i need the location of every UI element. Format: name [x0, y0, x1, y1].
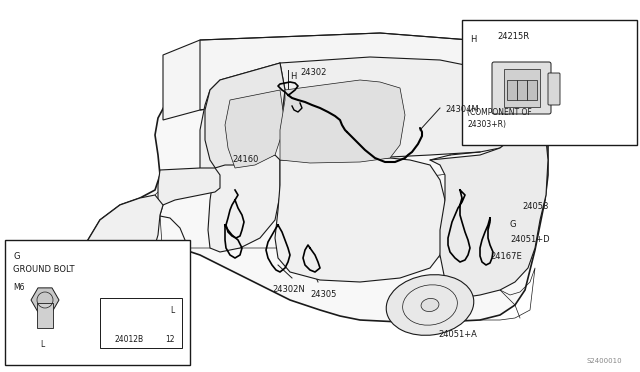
Polygon shape [200, 57, 510, 178]
FancyBboxPatch shape [548, 73, 560, 105]
Ellipse shape [100, 244, 189, 307]
Text: 24058: 24058 [522, 202, 548, 211]
Text: 24302: 24302 [300, 68, 326, 77]
Polygon shape [205, 63, 285, 175]
Polygon shape [275, 158, 445, 282]
Polygon shape [163, 33, 480, 120]
Bar [507, 80, 517, 100]
Bar [462, 20, 637, 145]
Text: 24051+A: 24051+A [438, 330, 477, 339]
Bar [37, 303, 53, 328]
Ellipse shape [386, 275, 474, 335]
Polygon shape [208, 155, 280, 252]
Polygon shape [83, 57, 548, 322]
Polygon shape [158, 168, 220, 215]
Bar [100, 298, 182, 348]
Text: H: H [470, 35, 476, 44]
Text: 24302N: 24302N [272, 285, 305, 294]
Text: L: L [40, 340, 44, 349]
Polygon shape [430, 80, 548, 298]
Text: (COMPONENT OF: (COMPONENT OF [467, 108, 532, 117]
Text: G: G [13, 252, 19, 261]
Text: 24215R: 24215R [497, 32, 529, 41]
Bar [504, 69, 540, 107]
Text: L: L [170, 306, 174, 315]
Text: S2400010: S2400010 [586, 358, 622, 364]
Text: 24051+D: 24051+D [510, 235, 550, 244]
Text: M6: M6 [13, 283, 24, 292]
Text: H: H [290, 72, 296, 81]
Polygon shape [280, 80, 405, 163]
Text: 24012B: 24012B [115, 335, 143, 344]
Text: 12: 12 [165, 335, 175, 344]
Text: 24304M: 24304M [445, 105, 479, 114]
Text: GROUND BOLT: GROUND BOLT [13, 265, 74, 274]
Text: 24303+R): 24303+R) [467, 120, 506, 129]
Bar [527, 80, 537, 100]
Text: 24160: 24160 [232, 155, 259, 164]
Polygon shape [83, 195, 163, 268]
Polygon shape [225, 90, 285, 168]
Text: 24167E: 24167E [490, 252, 522, 261]
Text: 24305: 24305 [310, 290, 337, 299]
Bar [5, 240, 190, 365]
Polygon shape [218, 158, 232, 170]
FancyBboxPatch shape [492, 62, 551, 114]
Bar [517, 80, 527, 100]
Text: G: G [510, 220, 516, 229]
Ellipse shape [135, 268, 155, 282]
Ellipse shape [421, 298, 439, 312]
